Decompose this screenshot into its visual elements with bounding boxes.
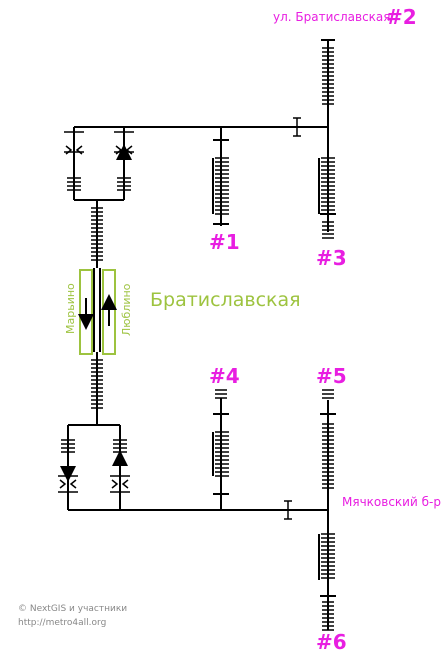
turnstile-icon <box>64 131 84 155</box>
gate-icon <box>293 117 301 137</box>
stairs-exit-6b <box>322 601 334 631</box>
stairs-hall-3 <box>61 439 75 453</box>
stairs-hall-2 <box>117 177 131 191</box>
stairs-exit-3b <box>322 221 334 239</box>
direction-right: Люблино <box>120 283 133 336</box>
stairs-exit-5b <box>322 423 334 489</box>
exit-number-4: #4 <box>209 364 240 388</box>
credit-line-2: http://metro4all.org <box>18 618 106 628</box>
stairs-exit-4b <box>212 431 229 477</box>
exit-number-5: #5 <box>316 364 347 388</box>
station-name: Братиславская <box>150 289 301 311</box>
stairs-exit-4 <box>215 389 227 399</box>
corridors <box>67 126 328 511</box>
turnstile-icon <box>114 131 134 166</box>
street-label-bottom: Мячковский б-р <box>342 495 441 509</box>
stairs-exit-3 <box>318 157 335 215</box>
stairs-exit-6 <box>318 533 335 580</box>
exit-number-2: #2 <box>386 5 417 29</box>
track-lyublino-frame <box>102 269 116 355</box>
turnstile-icon <box>110 450 130 493</box>
turnstile-icon <box>58 458 78 493</box>
stairs-exit-5 <box>322 389 334 399</box>
stairs-exit-2 <box>322 47 334 105</box>
gate-icon <box>284 500 292 520</box>
exit-number-3: #3 <box>316 246 347 270</box>
stairs <box>61 39 336 631</box>
direction-left: Марьино <box>64 283 77 334</box>
street-label-top: ул. Братиславская <box>273 10 391 24</box>
track-marino-frame <box>79 269 93 355</box>
stairs-hall-1 <box>67 177 81 191</box>
platform <box>78 268 117 355</box>
exit-number-1: #1 <box>209 230 240 254</box>
stairs-exit-1 <box>212 157 229 215</box>
credit-line-1: © NextGIS и участники <box>18 604 127 614</box>
stairs-platform-up <box>91 207 103 261</box>
turnstiles <box>58 117 301 520</box>
stairs-platform-down <box>91 359 103 409</box>
exit-number-6: #6 <box>316 630 347 654</box>
